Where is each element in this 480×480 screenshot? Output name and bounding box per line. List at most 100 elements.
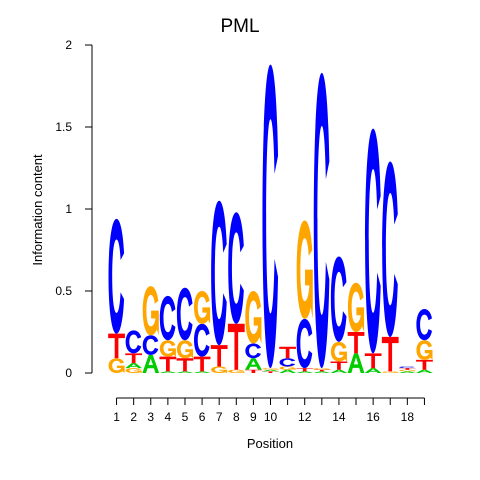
letter-t (176, 358, 194, 372)
logo-stack (296, 220, 314, 373)
letter-c (399, 366, 415, 369)
y-tick-label: 0.5 (55, 284, 72, 298)
logo-stacks (108, 64, 433, 373)
letter-c (365, 128, 381, 354)
letter-a (398, 371, 416, 373)
letter-t (416, 359, 433, 370)
letter-c (108, 218, 125, 334)
letter-a (347, 353, 365, 373)
letter-t (125, 353, 143, 364)
letter-t (108, 333, 125, 359)
y-tick-label: 1 (65, 202, 72, 216)
letter-c (194, 323, 210, 357)
logo-stack (245, 291, 262, 373)
letter-a (125, 363, 143, 369)
x-tick-label: 4 (165, 410, 172, 424)
logo-stack (398, 366, 416, 373)
letter-g (313, 368, 330, 370)
letter-c (228, 212, 244, 324)
x-tick-label: 14 (332, 410, 346, 424)
letter-g (211, 366, 228, 373)
logo-stack (313, 72, 331, 373)
x-axis: 1 2 3 4 5 6 7 8 9 10 12 14 16 18 (113, 397, 425, 424)
letter-t (381, 336, 399, 372)
letter-c (382, 161, 398, 337)
letter-c (125, 330, 142, 354)
letter-c (159, 295, 176, 341)
letter-g (382, 371, 399, 373)
y-tick-label: 2 (65, 38, 72, 52)
letter-g (279, 366, 296, 370)
logo-stack (142, 286, 160, 373)
letter-c (279, 358, 296, 367)
letter-a (245, 358, 262, 370)
x-tick-label: 10 (264, 410, 278, 424)
letter-a (176, 371, 194, 373)
letter-g (108, 358, 125, 373)
logo-stack (125, 330, 143, 373)
letter-t (347, 332, 365, 354)
x-tick-label: 9 (250, 410, 257, 424)
letter-t (296, 368, 314, 372)
letter-g (399, 369, 416, 372)
letter-t (364, 353, 382, 369)
x-tick-label: 6 (199, 410, 206, 424)
letter-t (210, 345, 228, 367)
letter-c (176, 287, 193, 341)
letter-g (296, 220, 313, 319)
y-axis: 0 0.5 1 1.5 2 (55, 38, 93, 380)
logo-stack (279, 346, 296, 373)
letter-t (193, 356, 211, 372)
letter-t (279, 346, 296, 359)
logo-stack (227, 212, 245, 373)
y-tick-label: 1.5 (55, 120, 72, 134)
letter-g (245, 291, 262, 344)
letter-g (416, 340, 433, 360)
letter-g (194, 291, 211, 324)
letter-g (347, 282, 365, 332)
logo-stack (330, 256, 348, 373)
x-axis-label: Position (247, 436, 293, 451)
letter-c (296, 318, 313, 369)
letter-a (364, 368, 382, 373)
letter-t (262, 371, 279, 373)
letter-c (245, 343, 261, 359)
x-tick-label: 5 (182, 410, 189, 424)
logo-stack (193, 291, 211, 373)
letter-g (176, 340, 194, 359)
logo-stack (159, 295, 177, 373)
letter-t (227, 323, 245, 370)
x-tick-label: 7 (216, 410, 223, 424)
letter-t (313, 369, 331, 372)
x-tick-label: 1 (113, 410, 120, 424)
logo-stack (416, 309, 433, 373)
logo-stack (108, 218, 125, 373)
logo-stack (381, 161, 399, 373)
letter-g (125, 368, 142, 373)
y-axis-label: Information content (30, 154, 45, 266)
chart-title: PML (220, 16, 259, 37)
logo-stack (364, 128, 382, 373)
letter-a (159, 371, 177, 373)
letter-a (262, 369, 279, 372)
letter-a (193, 371, 211, 373)
letter-a (330, 369, 348, 373)
y-tick-label: 0 (65, 366, 72, 380)
x-tick-label: 16 (366, 410, 380, 424)
letter-a (416, 369, 433, 373)
x-tick-label: 2 (130, 410, 137, 424)
letter-g (262, 368, 279, 370)
letter-c (313, 72, 330, 369)
letter-c (142, 335, 159, 355)
letter-c (416, 309, 432, 341)
letter-t (159, 356, 177, 372)
letter-t (245, 369, 262, 373)
logo-stack (347, 282, 365, 373)
letter-g (228, 369, 245, 373)
letter-g (142, 286, 159, 336)
letter-a (279, 369, 296, 373)
x-tick-label: 18 (401, 410, 415, 424)
letter-a (142, 354, 160, 373)
logo-stack (262, 64, 279, 373)
